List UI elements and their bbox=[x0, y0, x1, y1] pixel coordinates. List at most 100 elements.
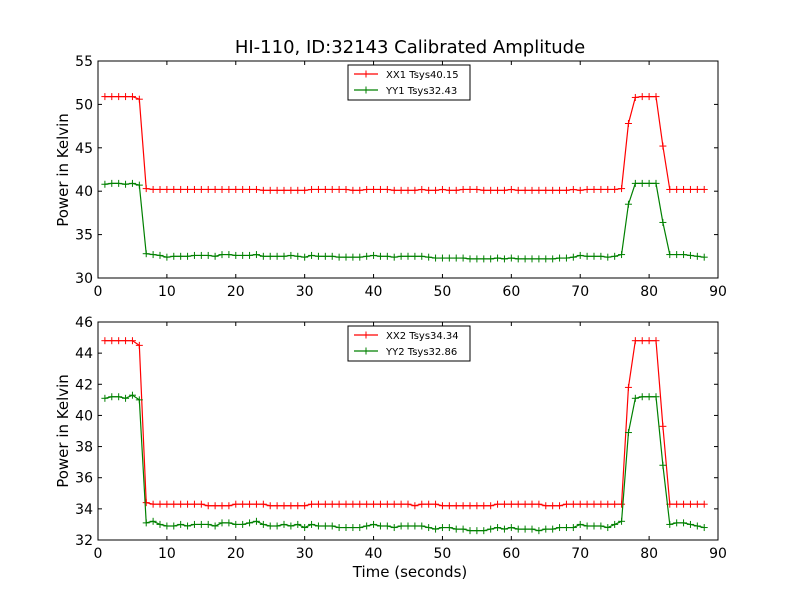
bottom-x-tick-label: 10 bbox=[158, 546, 176, 562]
bottom-series-1-point bbox=[686, 500, 694, 508]
bottom-series-1-point bbox=[135, 341, 143, 349]
bottom-series-1-point bbox=[115, 337, 123, 345]
top-series-1-point bbox=[459, 185, 467, 193]
top-series-2-point bbox=[693, 252, 701, 260]
top-series-2-point bbox=[576, 251, 584, 259]
top-series-2-point bbox=[507, 254, 515, 262]
top-series-2-point bbox=[487, 255, 495, 263]
bottom-series-1-point bbox=[273, 502, 281, 510]
top-series-2-point bbox=[184, 252, 192, 260]
top-series-2-point bbox=[666, 251, 674, 259]
top-series-1-point bbox=[135, 95, 143, 103]
bottom-series-2-point bbox=[425, 524, 433, 532]
top-series-2-point bbox=[376, 252, 384, 260]
bottom-series-1-point bbox=[556, 502, 564, 510]
bottom-series-1-point bbox=[184, 500, 192, 508]
top-series-1-point bbox=[673, 185, 681, 193]
bottom-series-2-point bbox=[673, 519, 681, 527]
bottom-series-2-point bbox=[390, 524, 398, 532]
top-series-2-point bbox=[686, 251, 694, 259]
top-series-1-point bbox=[666, 185, 674, 193]
bottom-x-tick-label: 80 bbox=[640, 546, 658, 562]
bottom-series-2-point bbox=[576, 520, 584, 528]
top-series-1-point bbox=[383, 185, 391, 193]
bottom-series-2-point bbox=[680, 519, 688, 527]
top-series-2-point bbox=[149, 251, 157, 259]
bottom-series-2-point bbox=[624, 429, 632, 437]
bottom-series-1-point bbox=[287, 502, 295, 510]
top-series-2-point bbox=[583, 252, 591, 260]
bottom-series-1-point bbox=[700, 500, 708, 508]
top-series-1-point bbox=[680, 185, 688, 193]
bottom-series-2-point bbox=[432, 525, 440, 533]
top-series-1-point bbox=[163, 185, 171, 193]
bottom-y-tick-label: 38 bbox=[75, 440, 93, 456]
top-subplot: HI-110, ID:32143 Calibrated Amplitude Po… bbox=[54, 37, 727, 300]
top-series-2-point bbox=[177, 252, 185, 260]
bottom-y-axis-label: Power in Kelvin bbox=[54, 374, 72, 488]
bottom-series-1-point bbox=[225, 502, 233, 510]
bottom-series-2-point bbox=[631, 394, 639, 402]
top-series-2-point bbox=[535, 255, 543, 263]
top-series-2-point bbox=[218, 251, 226, 259]
bottom-series-2-point bbox=[693, 522, 701, 530]
bottom-series-1-point bbox=[122, 337, 130, 345]
top-series-1-point bbox=[390, 186, 398, 194]
bottom-series-1-point bbox=[280, 502, 288, 510]
top-series-1-point bbox=[500, 186, 508, 194]
bottom-series-2-point bbox=[438, 524, 446, 532]
bottom-series-2-point bbox=[452, 525, 460, 533]
bottom-series-1-point bbox=[473, 502, 481, 510]
top-series-2-point bbox=[659, 218, 667, 226]
top-series-2-point bbox=[101, 180, 109, 188]
bottom-series-1-point bbox=[232, 500, 240, 508]
top-series-1-point bbox=[349, 186, 357, 194]
bottom-x-tick-label: 40 bbox=[365, 546, 383, 562]
bottom-series-2-point bbox=[328, 522, 336, 530]
bottom-series-1-point bbox=[507, 500, 515, 508]
bottom-series-1-point bbox=[335, 500, 343, 508]
top-series-2-point bbox=[239, 251, 247, 259]
bottom-series-2-point bbox=[645, 393, 653, 401]
bottom-series-2-point bbox=[170, 522, 178, 530]
bottom-series-1-point bbox=[425, 500, 433, 508]
bottom-series-1-point bbox=[211, 502, 219, 510]
bottom-series-1-point bbox=[246, 500, 254, 508]
top-series-1-point bbox=[480, 186, 488, 194]
bottom-series-1-point bbox=[624, 383, 632, 391]
top-series-2-point bbox=[252, 251, 260, 259]
top-series-1-point bbox=[170, 185, 178, 193]
bottom-series-1-point bbox=[218, 502, 226, 510]
bottom-series-1-point bbox=[252, 500, 260, 508]
top-series-2-point bbox=[494, 254, 502, 262]
bottom-series-2-point bbox=[445, 524, 453, 532]
bottom-series-2-point bbox=[487, 525, 495, 533]
top-series-2-point bbox=[452, 254, 460, 262]
bottom-series-2-point bbox=[569, 524, 577, 532]
bottom-series-2-point bbox=[177, 520, 185, 528]
top-y-axis-label: Power in Kelvin bbox=[54, 113, 72, 227]
bottom-series-1-point bbox=[576, 500, 584, 508]
bottom-series-1-point bbox=[645, 337, 653, 345]
top-series-2-point bbox=[156, 251, 164, 259]
top-series-2-point bbox=[556, 254, 564, 262]
bottom-series-1-point bbox=[163, 500, 171, 508]
top-series-2-point bbox=[500, 255, 508, 263]
bottom-legend-box bbox=[347, 325, 471, 362]
bottom-series-1-point bbox=[170, 500, 178, 508]
top-series-2-point bbox=[645, 179, 653, 187]
bottom-series-2-point bbox=[376, 522, 384, 530]
top-series-1-point bbox=[494, 186, 502, 194]
top-series-1-point bbox=[562, 186, 570, 194]
top-series-1-point bbox=[549, 186, 557, 194]
bottom-series-1-point bbox=[569, 500, 577, 508]
bottom-series-1-point bbox=[177, 500, 185, 508]
top-series-1-point bbox=[528, 186, 536, 194]
top-series-2-point bbox=[294, 252, 302, 260]
top-plot-title: HI-110, ID:32143 Calibrated Amplitude bbox=[235, 37, 585, 58]
bottom-series-1-point bbox=[631, 337, 639, 345]
bottom-y-tick-label: 36 bbox=[75, 471, 93, 487]
bottom-series-1-point bbox=[680, 500, 688, 508]
bottom-series-2-point bbox=[342, 524, 350, 532]
top-series-1-point bbox=[507, 185, 515, 193]
